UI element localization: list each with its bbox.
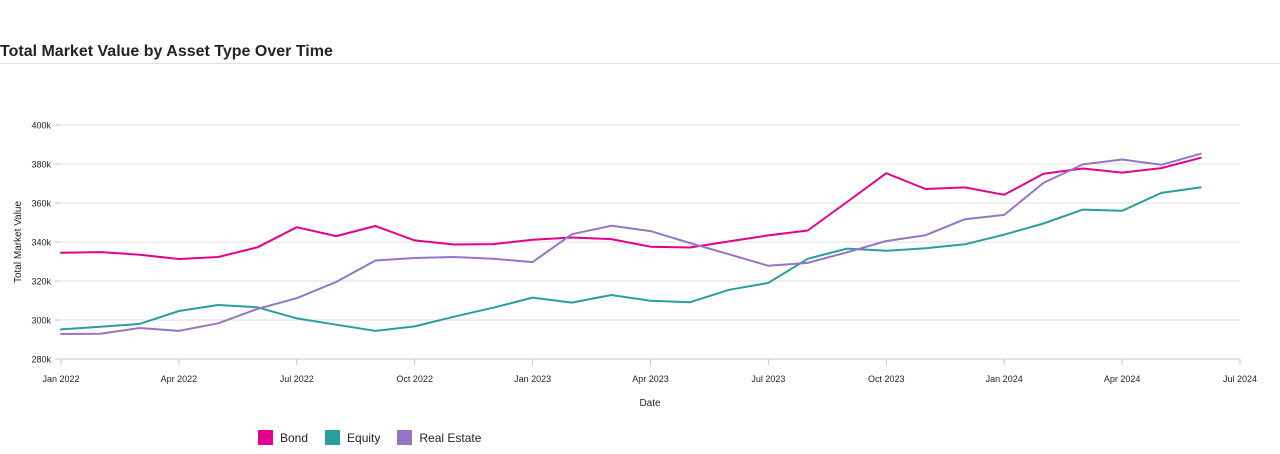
x-tick-label: Jan 2024	[986, 374, 1023, 384]
x-tick-label: Jul 2022	[280, 374, 314, 384]
y-tick-label: 400k	[31, 121, 51, 131]
y-tick-label: 380k	[31, 160, 51, 170]
legend-swatch	[325, 430, 341, 445]
legend-label: Bond	[280, 430, 309, 445]
y-tick-label: 280k	[31, 355, 51, 365]
series-lines	[60, 152, 1202, 335]
series-line-bond	[60, 156, 1202, 260]
x-tick-label: Jul 2024	[1223, 374, 1257, 384]
gridlines	[61, 124, 1240, 360]
x-axis-label: Date	[639, 398, 661, 409]
x-tick-label: Oct 2023	[868, 374, 905, 384]
x-axis: Jan 2022 Apr 2022 Jul 2022 Oct 2022 Jan 2023…	[42, 359, 1257, 384]
x-tick-label: Jul 2023	[751, 374, 785, 384]
x-tick-label: Jan 2023	[514, 374, 551, 384]
legend: Bond Equity Real Estate	[258, 430, 498, 445]
title-divider	[0, 63, 1280, 64]
legend-label: Equity	[347, 430, 381, 445]
x-tick-label: Apr 2022	[161, 374, 198, 384]
legend-swatch	[397, 430, 413, 445]
series-line-real-estate	[60, 152, 1202, 335]
x-tick-label: Jan 2022	[42, 374, 79, 384]
legend-item-bond[interactable]: Bond	[258, 430, 308, 445]
legend-swatch	[258, 430, 273, 445]
y-axis: 280k 300k 320k 340k 360k 380k 400k	[31, 121, 61, 365]
x-tick-label: Apr 2024	[1104, 374, 1141, 384]
chart-title: Total Market Value by Asset Type Over Ti…	[0, 43, 333, 60]
y-tick-label: 360k	[31, 199, 51, 209]
y-tick-label: 340k	[31, 238, 51, 248]
x-tick-label: Oct 2022	[396, 374, 433, 384]
y-axis-label: Total Market Value	[13, 201, 24, 284]
legend-item-equity[interactable]: Equity	[325, 430, 380, 445]
series-line-equity	[60, 186, 1202, 332]
legend-label: Real Estate	[419, 430, 482, 445]
legend-item-real-estate[interactable]: Real Estate	[397, 430, 481, 445]
line-chart: 280k 300k 320k 340k 360k 380k 400k Jan 2022 Apr…	[13, 121, 1257, 410]
y-tick-label: 300k	[31, 316, 51, 326]
y-tick-label: 320k	[31, 277, 51, 287]
x-tick-label: Apr 2023	[632, 374, 669, 384]
